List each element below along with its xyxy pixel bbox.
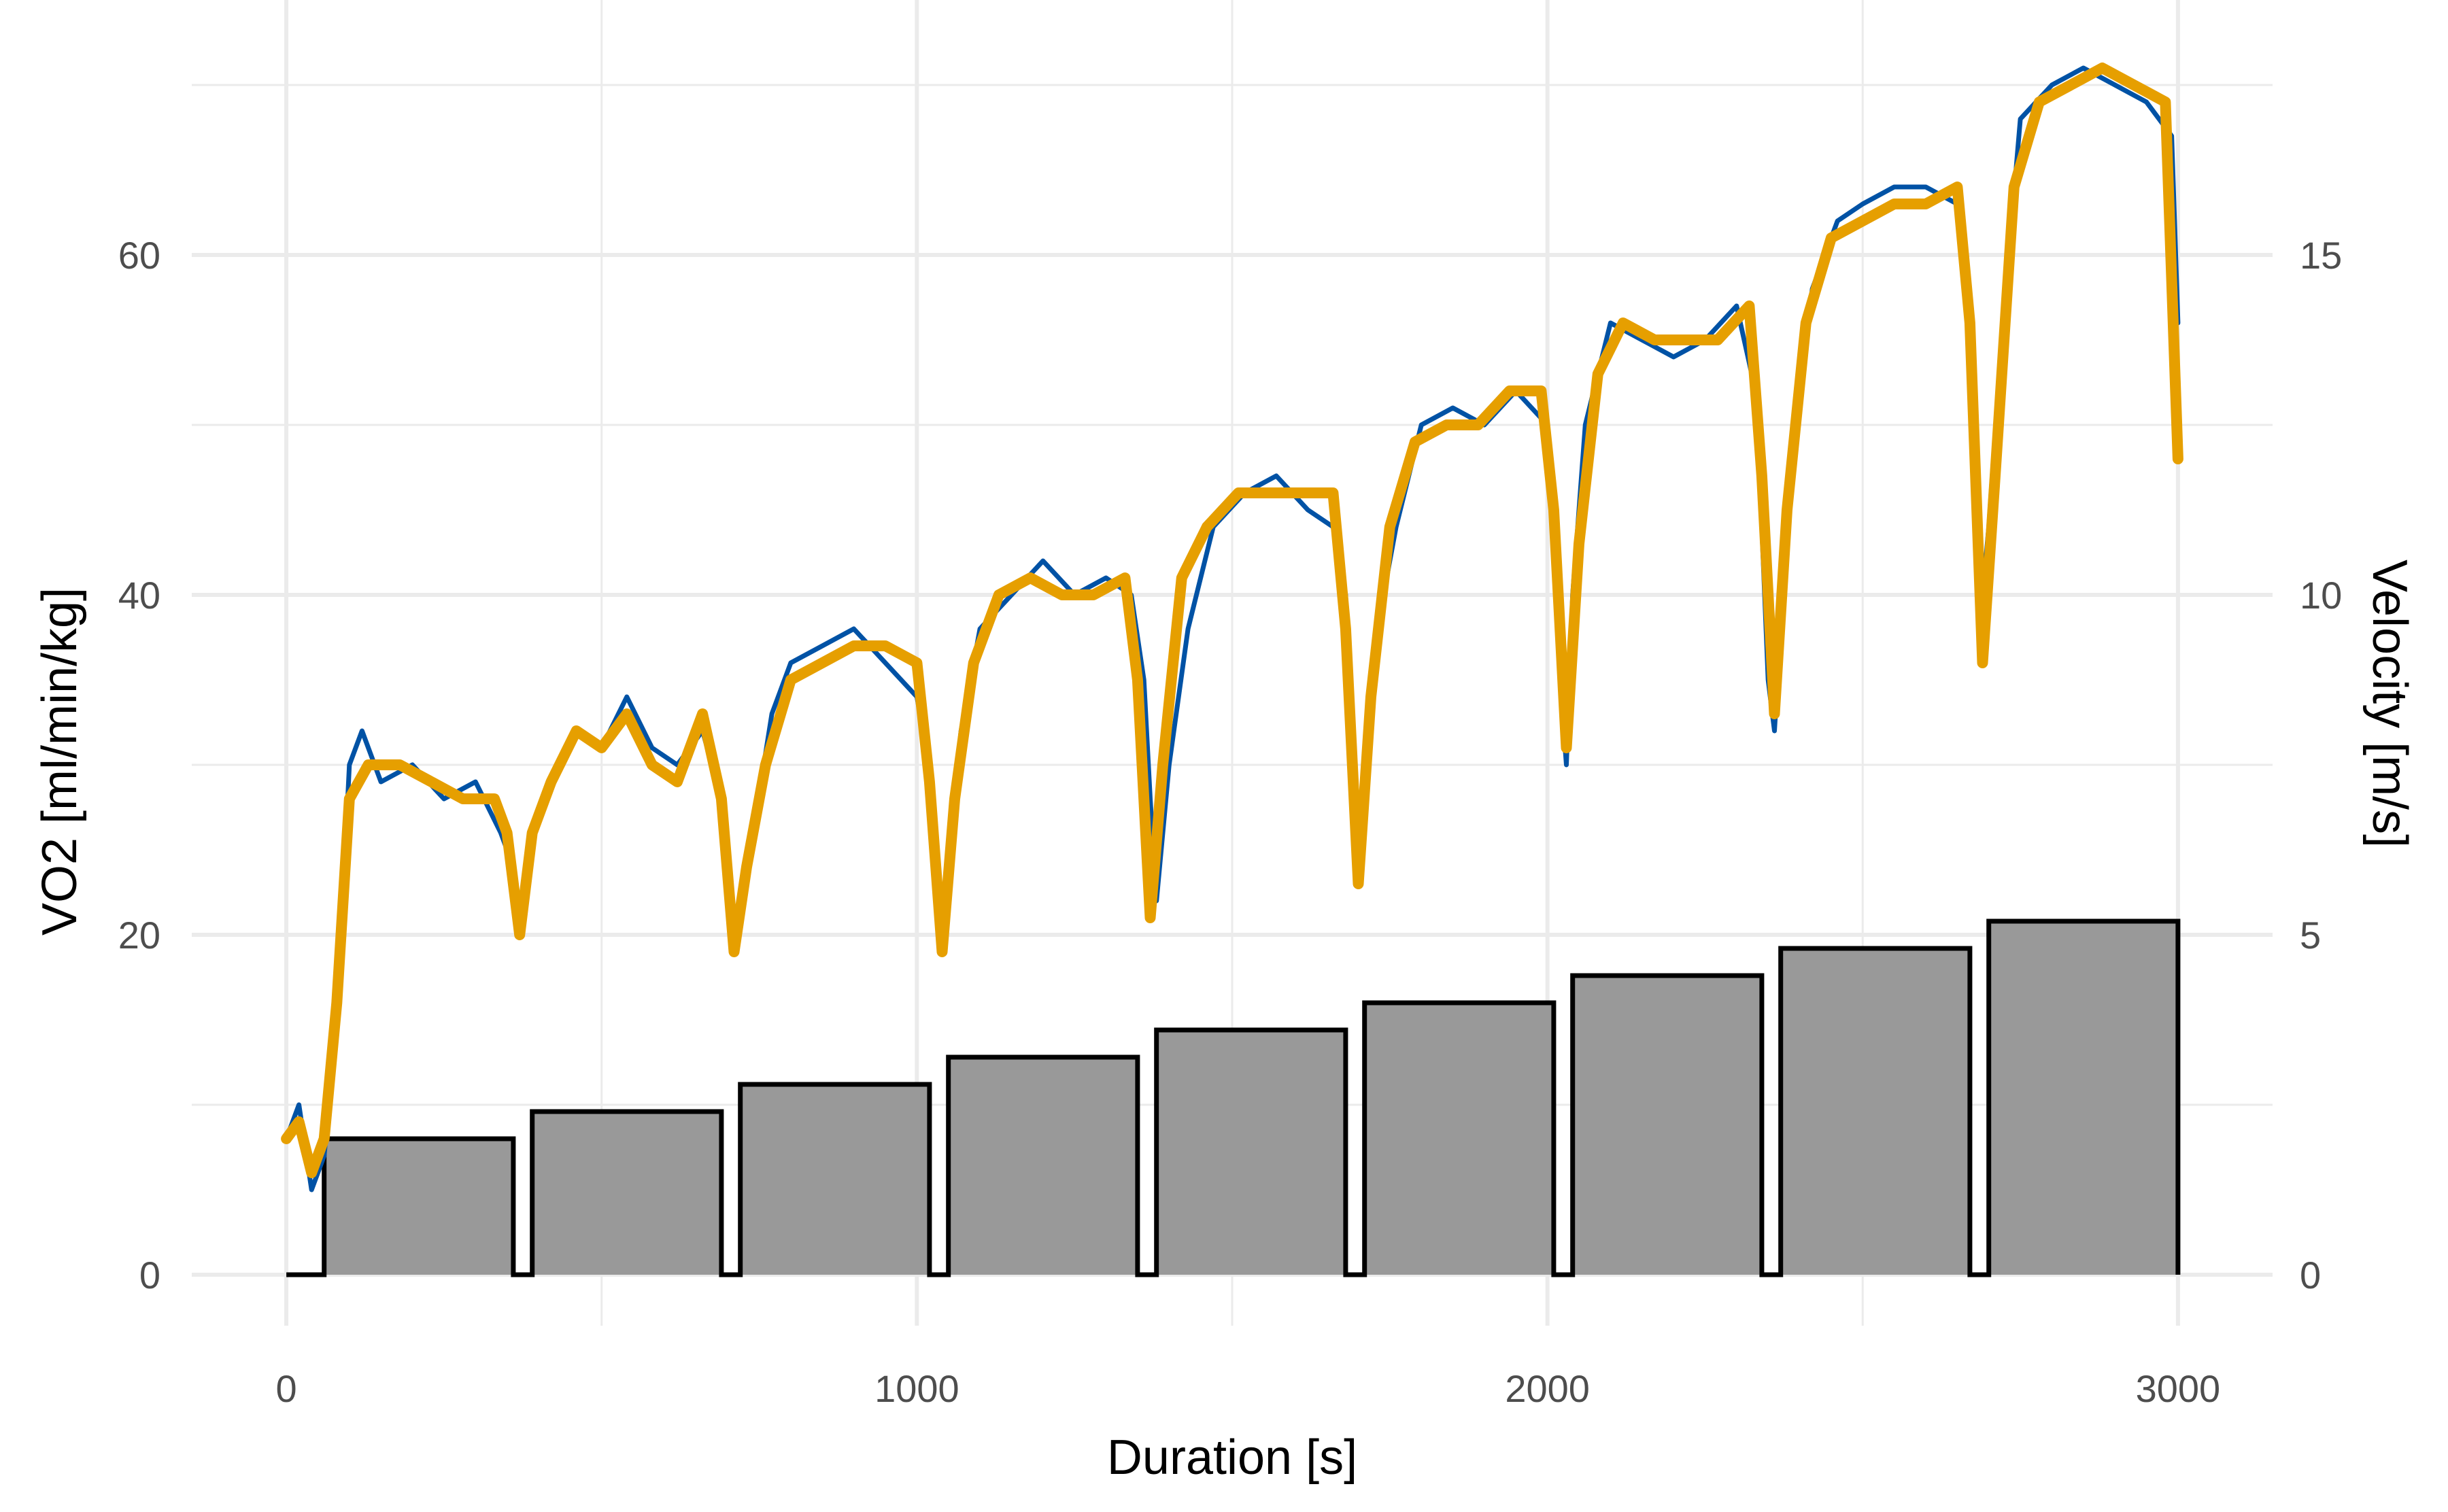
velocity-area [286,921,2178,1275]
y-tick-label: 60 [118,234,160,277]
y2-tick-label: 15 [2300,234,2342,277]
velocity-outline [286,918,2181,1277]
y-tick-label: 40 [118,574,160,617]
y2-tick-label: 10 [2300,574,2342,617]
x-tick-label: 1000 [874,1367,959,1410]
y-tick-label: 0 [139,1254,160,1296]
y2-axis-ticks: 0 5 10 15 [2300,234,2342,1296]
x-axis-title: Duration [s] [1107,1430,1357,1485]
x-axis-ticks: 0 1000 2000 3000 [276,1367,2221,1410]
y2-tick-label: 5 [2300,914,2321,957]
vo2-smoothed-series [281,63,2183,1178]
velocity-series [286,918,2181,1277]
x-tick-label: 0 [276,1367,297,1410]
y-axis-ticks: 0 20 40 60 [118,234,160,1296]
vo2-smoothed-line [281,63,2183,1178]
y-tick-label: 20 [118,914,160,957]
y-axis-title: VO2 [ml/min/kg] [33,587,87,935]
x-tick-label: 3000 [2136,1367,2221,1410]
y2-tick-label: 0 [2300,1254,2321,1296]
x-tick-label: 2000 [1505,1367,1590,1410]
y2-axis-title: Velocity [m/s] [2362,560,2417,848]
